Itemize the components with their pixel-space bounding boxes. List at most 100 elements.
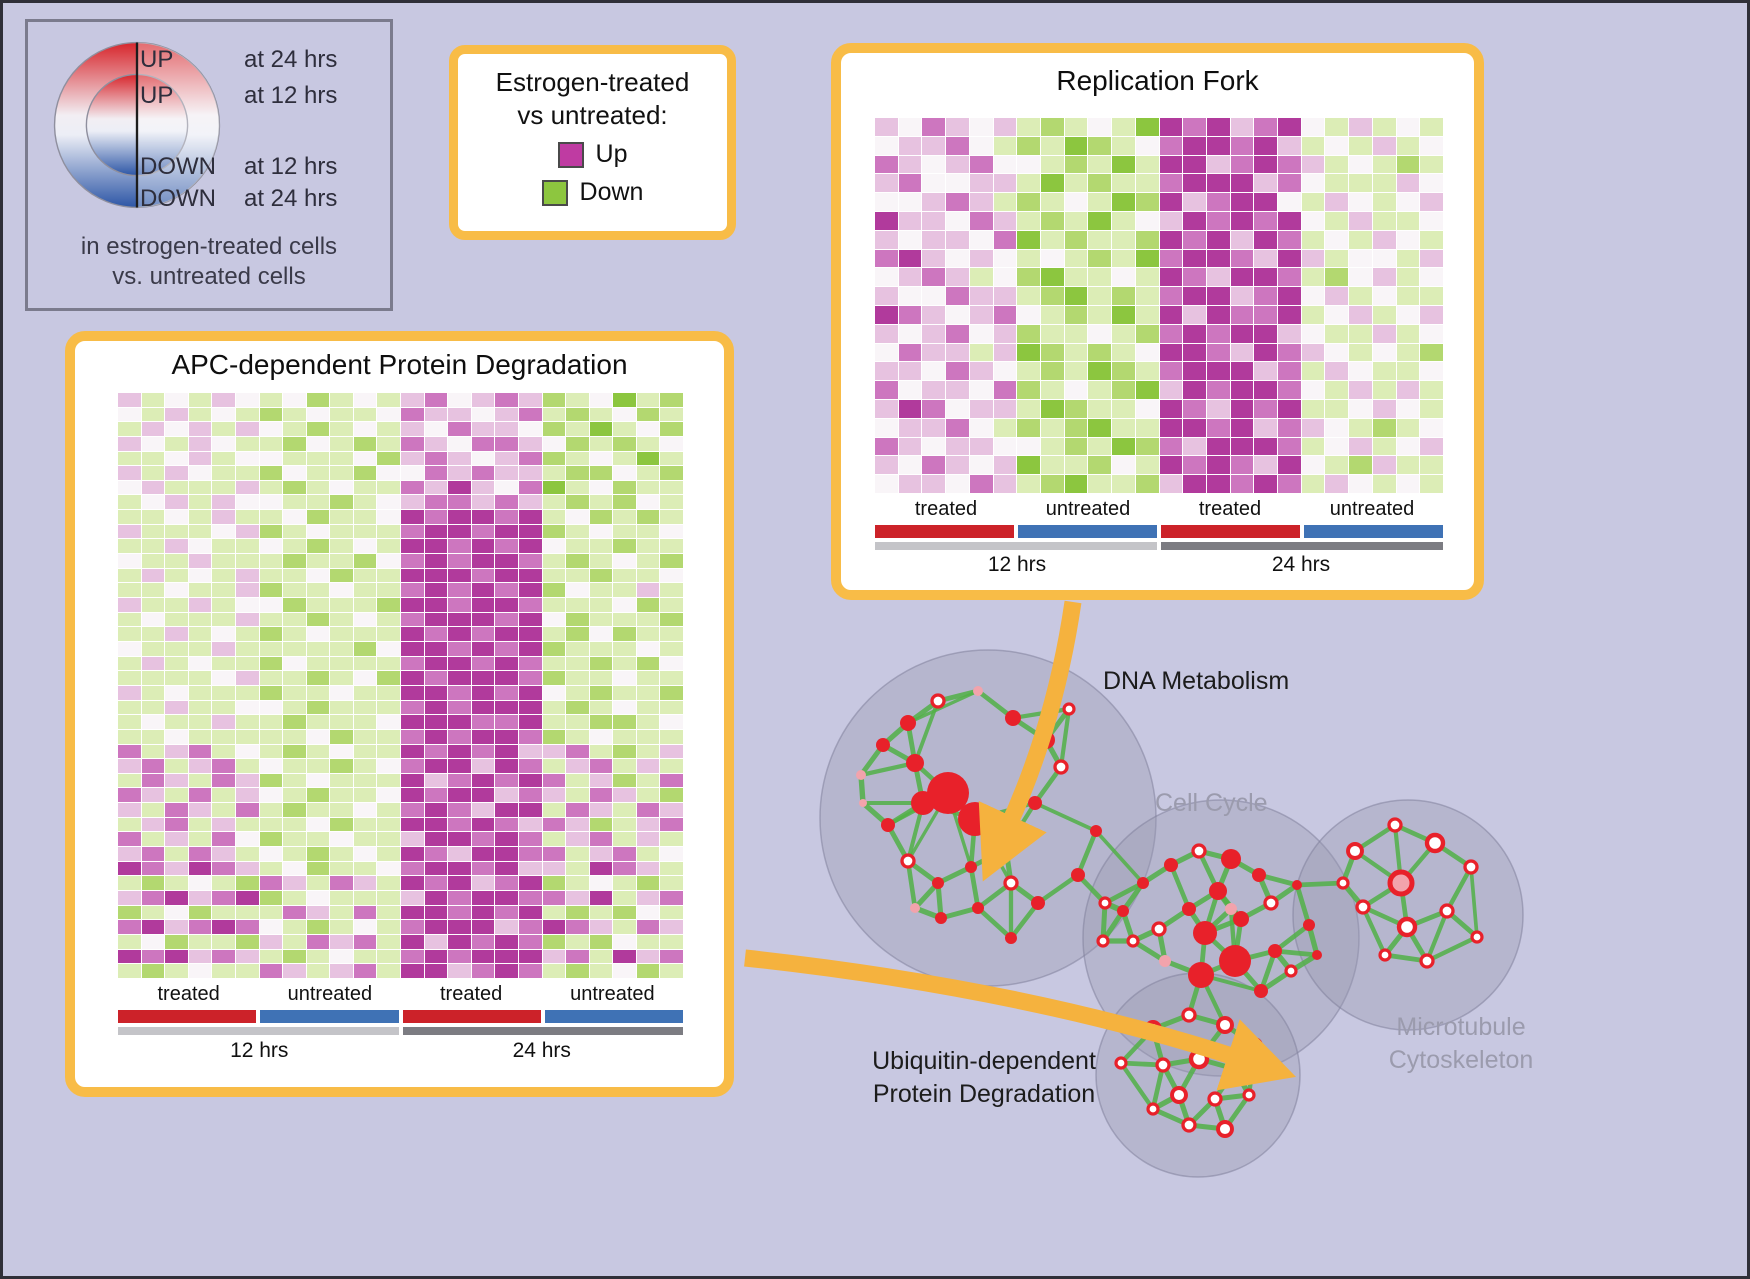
heatmap-cell: [471, 554, 495, 568]
heatmap-cell: [1064, 418, 1088, 437]
heatmap-cell: [1278, 456, 1301, 475]
heatmap-cell: [613, 759, 636, 773]
heatmap-cell: [1159, 475, 1183, 493]
heatmap-cell: [1064, 268, 1088, 287]
heatmap-cell: [401, 627, 424, 641]
network-edge: [1272, 948, 1320, 958]
network-node: [1424, 832, 1446, 854]
heatmap-cell: [566, 436, 589, 451]
estrogen-legend-title-line2: vs untreated:: [517, 99, 668, 130]
heatmap-cell: [542, 773, 566, 788]
heatmap-cell: [188, 510, 212, 524]
heatmap-cell: [306, 759, 330, 773]
heatmap-cell: [993, 362, 1017, 381]
heatmap-cell: [1349, 249, 1372, 268]
heatmap-cell: [518, 700, 542, 715]
heatmap-cell: [993, 343, 1017, 362]
heatmap-cell: [542, 612, 566, 627]
heatmap-cell: [589, 422, 613, 436]
heatmap-cell: [330, 685, 353, 700]
network-node: [1114, 1056, 1128, 1070]
heatmap-cell: [1040, 324, 1064, 343]
heatmap-cell: [283, 876, 306, 891]
heatmap-cell: [165, 568, 188, 583]
heatmap-cell: [898, 136, 922, 155]
heatmap-cell: [1254, 174, 1278, 193]
network-edge: [1256, 872, 1300, 888]
heatmap-cell: [1206, 437, 1230, 456]
heatmap-cell: [922, 324, 946, 343]
heatmap-cell: [589, 861, 613, 876]
heatmap-cell: [377, 788, 400, 803]
heatmap-cell: [188, 583, 212, 597]
heatmap-cell: [1349, 174, 1372, 193]
heatmap-cell: [1159, 136, 1183, 155]
heatmap-cell: [1135, 305, 1159, 324]
heatmap-cell: [613, 612, 636, 627]
heatmap-cell: [875, 155, 898, 174]
heatmap-cell: [1230, 118, 1254, 136]
network-edge: [1010, 715, 1049, 743]
heatmap-cell: [235, 597, 259, 612]
heatmap-cell: [283, 510, 306, 524]
heatmap-cell: [165, 436, 188, 451]
heatmap-cell: [993, 437, 1017, 456]
heatmap-cell: [1183, 136, 1206, 155]
heatmap-cell: [613, 539, 636, 554]
heatmap-cell: [542, 524, 566, 539]
heatmap-cell: [1040, 249, 1064, 268]
heatmap-cell: [1396, 249, 1420, 268]
network-node: [1263, 895, 1279, 911]
heatmap-cell: [589, 597, 613, 612]
heatmap-cell: [1112, 118, 1135, 136]
heatmap-cell: [495, 627, 518, 641]
heatmap-cell: [613, 422, 636, 436]
heatmap-cell: [1278, 249, 1301, 268]
network-edge: [1340, 880, 1366, 910]
heatmap-cell: [330, 583, 353, 597]
heatmap-cell: [353, 393, 377, 407]
heatmap-cell: [1325, 475, 1349, 493]
down-swatch-icon: [541, 179, 568, 206]
heatmap-cell: [495, 847, 518, 861]
heatmap-cell: [235, 671, 259, 685]
heatmap-cell: [1040, 268, 1064, 287]
heatmap-cell: [1230, 475, 1254, 493]
heatmap-cell: [401, 436, 424, 451]
network-edge: [1130, 926, 1162, 944]
network-node: [1062, 702, 1076, 716]
heatmap-cell: [542, 495, 566, 510]
heatmap-cell: [353, 451, 377, 466]
heatmap-cell: [495, 568, 518, 583]
heatmap-cell: [141, 715, 165, 729]
heatmap-cell: [141, 495, 165, 510]
network-edge: [1160, 1056, 1202, 1068]
heatmap-cell: [1088, 118, 1112, 136]
heatmap-cell: [1064, 475, 1088, 493]
heatmap-cell: [660, 656, 683, 671]
heatmap-cell: [283, 817, 306, 832]
legend-time: at 24 hrs: [244, 185, 338, 212]
heatmap-cell: [1372, 437, 1396, 456]
heatmap-cell: [188, 685, 212, 700]
network-node: [1387, 869, 1415, 897]
heatmap-cell: [1230, 211, 1254, 230]
heatmap-cell: [118, 466, 141, 480]
heatmap-cell: [1040, 362, 1064, 381]
heatmap-cell: [1396, 305, 1420, 324]
heatmap-cell: [1064, 193, 1088, 211]
heatmap-cell: [660, 817, 683, 832]
heatmap-cell: [235, 407, 259, 422]
heatmap-cell: [353, 964, 377, 978]
heatmap-cell: [188, 451, 212, 466]
heatmap-cell: [1420, 118, 1443, 136]
heatmap-cell: [1064, 399, 1088, 418]
heatmap-cell: [1183, 362, 1206, 381]
heatmap-cell: [589, 715, 613, 729]
heatmap-cell: [875, 230, 898, 249]
heatmap-cell: [1088, 155, 1112, 174]
heatmap-cell: [1301, 268, 1325, 287]
heatmap-cell: [283, 568, 306, 583]
heatmap-cell: [471, 759, 495, 773]
heatmap-cell: [118, 436, 141, 451]
